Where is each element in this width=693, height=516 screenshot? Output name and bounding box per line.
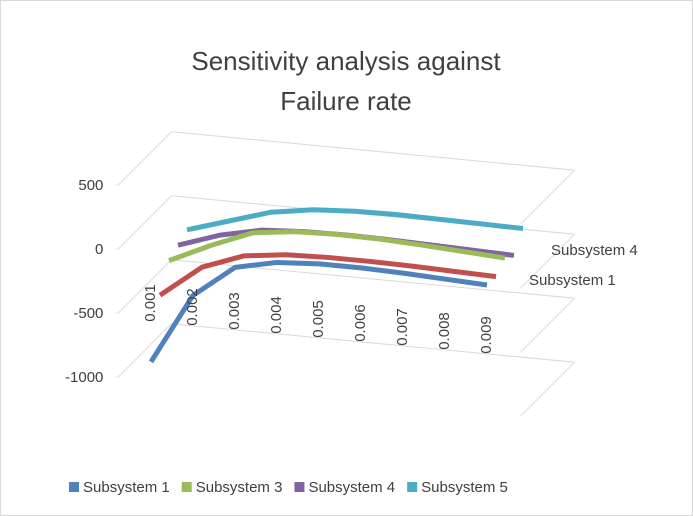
x-tick-label: 0.007 bbox=[394, 308, 411, 346]
x-tick-label: 0.002 bbox=[184, 288, 201, 326]
grid-line bbox=[117, 131, 576, 225]
grid-line bbox=[117, 323, 576, 417]
y-tick-label: -500 bbox=[73, 305, 103, 322]
x-tick-label: 0.006 bbox=[352, 304, 369, 342]
legend-label: Subsystem 3 bbox=[196, 479, 283, 496]
legend-label: Subsystem 1 bbox=[83, 479, 170, 496]
series-line bbox=[158, 252, 497, 298]
depth-label: Subsystem 1 bbox=[529, 272, 616, 289]
legend-label: Subsystem 5 bbox=[421, 479, 508, 496]
legend-swatch bbox=[181, 482, 192, 492]
x-tick-label: 0.001 bbox=[142, 284, 159, 322]
x-tick-label: 0.009 bbox=[478, 316, 495, 354]
x-tick-label: 0.008 bbox=[436, 312, 453, 350]
grid-line bbox=[117, 259, 576, 353]
x-tick-label: 0.003 bbox=[226, 292, 243, 330]
series-line bbox=[148, 259, 488, 364]
legend-swatch bbox=[69, 482, 79, 492]
x-tick-label: 0.005 bbox=[310, 300, 327, 338]
legend-swatch bbox=[407, 482, 418, 492]
y-tick-label: 0 bbox=[95, 241, 103, 258]
legend-label: Subsystem 4 bbox=[308, 479, 395, 496]
legend-swatch bbox=[294, 482, 305, 492]
y-tick-label: -1000 bbox=[65, 369, 103, 386]
series-line bbox=[168, 229, 506, 263]
series-line bbox=[186, 207, 524, 233]
y-tick-label: 500 bbox=[78, 177, 103, 194]
x-tick-label: 0.004 bbox=[268, 296, 285, 334]
chart-title: Sensitivity analysis against Failure rat… bbox=[191, 46, 501, 116]
depth-label: Subsystem 4 bbox=[551, 242, 638, 259]
